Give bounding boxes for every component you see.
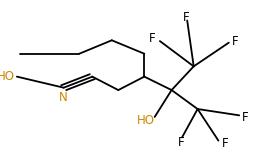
Text: F: F bbox=[231, 35, 238, 48]
Text: HO: HO bbox=[0, 70, 15, 83]
Text: F: F bbox=[177, 137, 184, 149]
Text: N: N bbox=[59, 91, 68, 104]
Text: HO: HO bbox=[137, 114, 155, 127]
Text: F: F bbox=[150, 32, 156, 45]
Text: F: F bbox=[242, 111, 248, 124]
Text: F: F bbox=[222, 137, 229, 150]
Text: F: F bbox=[183, 11, 190, 24]
